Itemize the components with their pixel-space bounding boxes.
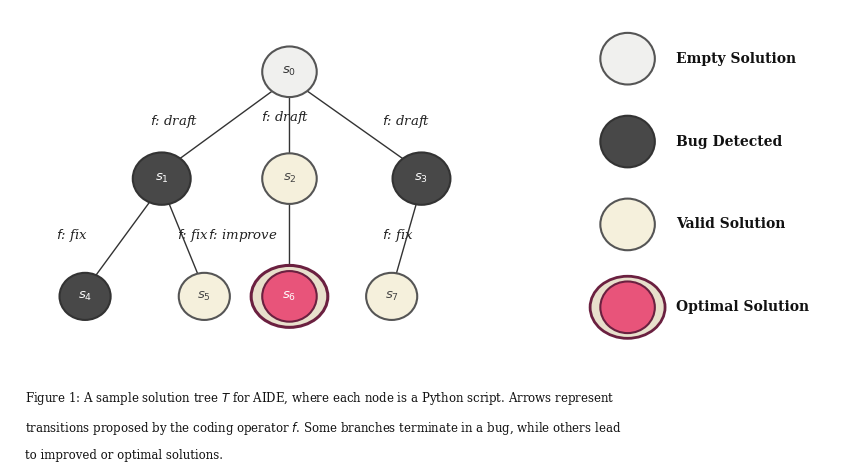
Text: $s_0$: $s_0$	[282, 65, 297, 78]
Text: Empty Solution: Empty Solution	[676, 52, 796, 66]
Text: $f$: draft: $f$: draft	[150, 113, 199, 130]
Text: Optimal Solution: Optimal Solution	[676, 300, 809, 314]
Ellipse shape	[262, 46, 316, 97]
Ellipse shape	[262, 153, 316, 204]
Ellipse shape	[366, 273, 417, 320]
Text: $s_6$: $s_6$	[282, 290, 297, 303]
Ellipse shape	[600, 281, 654, 333]
Text: $f$: fix: $f$: fix	[57, 227, 89, 244]
Text: Figure 1: A sample solution tree $T$ for AIDE, where each node is a Python scrip: Figure 1: A sample solution tree $T$ for…	[26, 390, 615, 407]
Text: $f$: draft: $f$: draft	[261, 109, 310, 126]
Text: $s_3$: $s_3$	[415, 172, 428, 185]
Text: $f$: fix: $f$: fix	[382, 227, 414, 244]
Ellipse shape	[600, 33, 654, 85]
Text: Bug Detected: Bug Detected	[676, 134, 783, 148]
Text: $s_2$: $s_2$	[283, 172, 297, 185]
Ellipse shape	[600, 116, 654, 167]
Text: $s_7$: $s_7$	[384, 290, 399, 303]
Text: $f$: fix: $f$: fix	[177, 227, 209, 244]
Ellipse shape	[600, 199, 654, 250]
Ellipse shape	[262, 271, 316, 322]
Ellipse shape	[590, 276, 665, 339]
Text: $s_1$: $s_1$	[155, 172, 169, 185]
Text: $f$: draft: $f$: draft	[383, 113, 431, 130]
Ellipse shape	[251, 266, 328, 327]
Ellipse shape	[132, 153, 191, 205]
Ellipse shape	[179, 273, 230, 320]
Text: $s_5$: $s_5$	[197, 290, 212, 303]
Ellipse shape	[392, 153, 451, 205]
Text: $f$: improve: $f$: improve	[208, 227, 278, 244]
Text: $s_4$: $s_4$	[78, 290, 92, 303]
Text: Valid Solution: Valid Solution	[676, 218, 785, 232]
Text: transitions proposed by the coding operator $f$. Some branches terminate in a bu: transitions proposed by the coding opera…	[26, 420, 622, 437]
Text: to improved or optimal solutions.: to improved or optimal solutions.	[26, 450, 224, 463]
Ellipse shape	[59, 273, 111, 320]
